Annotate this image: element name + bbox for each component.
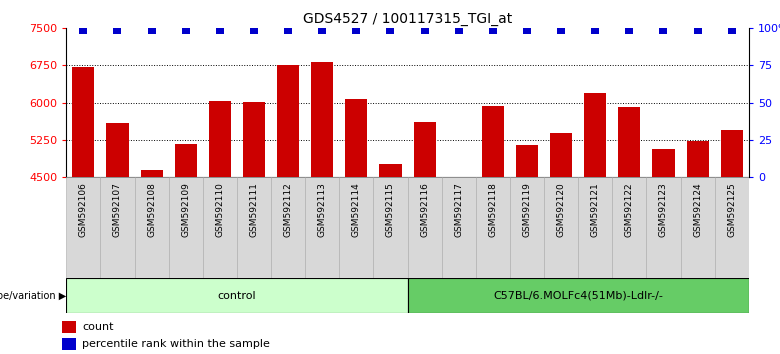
Bar: [374, 177, 407, 278]
Bar: [277, 65, 300, 177]
Bar: [482, 105, 504, 177]
Bar: [135, 177, 168, 278]
Bar: [203, 177, 237, 278]
Bar: [441, 177, 476, 278]
Text: GSM592111: GSM592111: [250, 182, 258, 237]
Text: GSM592114: GSM592114: [352, 182, 361, 237]
Text: GSM592121: GSM592121: [590, 182, 600, 237]
Text: GSM592115: GSM592115: [386, 182, 395, 237]
Text: GSM592116: GSM592116: [420, 182, 429, 237]
Point: [385, 27, 397, 33]
Bar: [66, 177, 101, 278]
Bar: [578, 177, 612, 278]
Bar: [510, 177, 544, 278]
Bar: [407, 278, 749, 313]
Bar: [311, 62, 333, 177]
Bar: [271, 177, 305, 278]
Bar: [612, 177, 647, 278]
Point: [145, 27, 158, 33]
Point: [452, 27, 465, 33]
Text: GSM592113: GSM592113: [317, 182, 327, 237]
Text: GSM592123: GSM592123: [659, 182, 668, 237]
Point: [350, 27, 363, 33]
Text: GSM592109: GSM592109: [181, 182, 190, 237]
Bar: [62, 321, 76, 333]
Text: GSM592110: GSM592110: [215, 182, 225, 237]
Bar: [680, 177, 714, 278]
Bar: [346, 99, 367, 177]
Bar: [305, 177, 339, 278]
Text: C57BL/6.MOLFc4(51Mb)-Ldlr-/-: C57BL/6.MOLFc4(51Mb)-Ldlr-/-: [493, 291, 663, 301]
Point: [179, 27, 192, 33]
Point: [487, 27, 499, 33]
Point: [418, 27, 431, 33]
Point: [77, 27, 90, 33]
Bar: [168, 177, 203, 278]
Text: percentile rank within the sample: percentile rank within the sample: [82, 339, 270, 349]
Point: [282, 27, 294, 33]
Bar: [175, 144, 197, 177]
Bar: [140, 170, 163, 177]
Text: GSM592107: GSM592107: [113, 182, 122, 237]
Text: count: count: [82, 322, 113, 332]
Title: GDS4527 / 100117315_TGI_at: GDS4527 / 100117315_TGI_at: [303, 12, 512, 26]
Bar: [652, 149, 675, 177]
Bar: [619, 107, 640, 177]
Point: [623, 27, 636, 33]
Bar: [66, 278, 407, 313]
Text: GSM592122: GSM592122: [625, 182, 634, 237]
Point: [725, 27, 738, 33]
Point: [248, 27, 261, 33]
Bar: [106, 124, 129, 177]
Text: genotype/variation ▶: genotype/variation ▶: [0, 291, 66, 301]
Bar: [73, 67, 94, 177]
Bar: [550, 133, 573, 177]
Bar: [516, 145, 538, 177]
Text: GSM592108: GSM592108: [147, 182, 156, 237]
Text: GSM592112: GSM592112: [284, 182, 292, 237]
Bar: [714, 177, 749, 278]
Point: [589, 27, 601, 33]
Bar: [686, 141, 709, 177]
Bar: [647, 177, 680, 278]
Text: GSM592120: GSM592120: [557, 182, 566, 237]
Bar: [379, 164, 402, 177]
Bar: [243, 102, 265, 177]
Bar: [339, 177, 374, 278]
Text: GSM592124: GSM592124: [693, 182, 702, 237]
Bar: [62, 338, 76, 350]
Bar: [209, 101, 231, 177]
Bar: [721, 130, 743, 177]
Text: control: control: [218, 291, 257, 301]
Point: [316, 27, 328, 33]
Bar: [101, 177, 135, 278]
Point: [555, 27, 567, 33]
Text: GSM592118: GSM592118: [488, 182, 498, 237]
Bar: [584, 93, 606, 177]
Bar: [407, 177, 441, 278]
Point: [521, 27, 534, 33]
Text: GSM592125: GSM592125: [727, 182, 736, 237]
Text: GSM592106: GSM592106: [79, 182, 88, 237]
Point: [112, 27, 124, 33]
Point: [658, 27, 670, 33]
Text: GSM592119: GSM592119: [523, 182, 531, 237]
Bar: [237, 177, 271, 278]
Bar: [544, 177, 578, 278]
Bar: [413, 122, 436, 177]
Text: GSM592117: GSM592117: [454, 182, 463, 237]
Point: [691, 27, 704, 33]
Point: [214, 27, 226, 33]
Bar: [476, 177, 510, 278]
